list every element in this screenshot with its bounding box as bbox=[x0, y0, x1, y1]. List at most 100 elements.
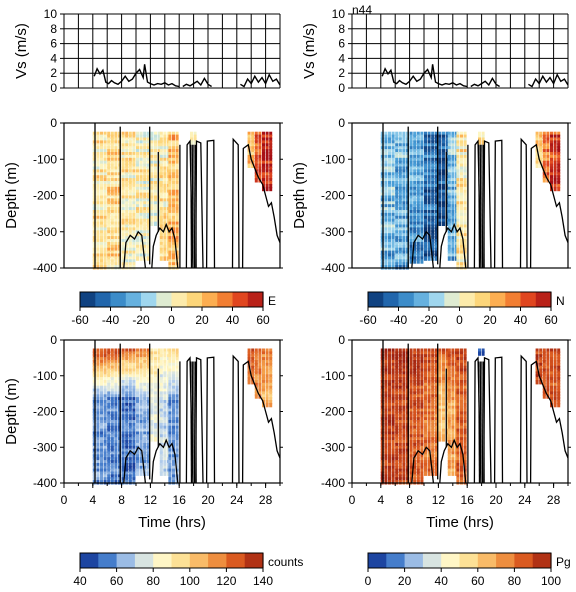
heatmap-cell bbox=[103, 143, 107, 148]
heatmap-cell bbox=[380, 247, 384, 253]
heatmap-cell bbox=[434, 440, 438, 445]
heatmap-cell bbox=[546, 140, 550, 145]
heatmap-cell bbox=[402, 160, 406, 166]
heatmap-cell bbox=[107, 465, 111, 471]
heatmap-cell bbox=[413, 172, 417, 177]
heatmap-cell bbox=[539, 143, 543, 148]
heatmap-cell bbox=[157, 417, 161, 422]
heatmap-cell bbox=[100, 468, 103, 473]
heatmap-cell bbox=[157, 394, 161, 399]
heatmap-cell bbox=[391, 428, 395, 433]
heatmap-cell bbox=[398, 460, 402, 465]
heatmap-cell bbox=[384, 377, 388, 382]
heatmap-cell bbox=[380, 236, 384, 241]
heatmap-cell bbox=[438, 405, 442, 411]
heatmap-cell bbox=[434, 400, 438, 405]
heatmap-cell bbox=[431, 377, 435, 382]
heatmap-cell bbox=[451, 360, 455, 365]
heatmap-cell bbox=[168, 465, 172, 471]
heatmap-cell bbox=[159, 198, 163, 203]
heatmap-cell bbox=[110, 460, 114, 465]
heatmap-cell bbox=[150, 210, 154, 215]
heatmap-cell bbox=[447, 175, 451, 180]
heatmap-cell bbox=[168, 377, 172, 382]
heatmap-cell bbox=[118, 244, 121, 250]
heatmap-cell bbox=[136, 256, 139, 261]
heatmap-cell bbox=[254, 172, 258, 177]
heatmap-cell bbox=[388, 411, 391, 416]
heatmap-cell bbox=[146, 465, 150, 471]
heatmap-cell bbox=[125, 218, 129, 224]
heatmap-cell bbox=[107, 140, 111, 145]
heatmap-cell bbox=[139, 402, 143, 408]
heatmap-cell bbox=[406, 140, 409, 145]
heatmap-cell bbox=[110, 221, 114, 226]
heatmap-cell bbox=[434, 382, 438, 388]
heatmap-cell bbox=[463, 357, 467, 362]
heatmap-cell bbox=[175, 207, 179, 212]
heatmap-cell bbox=[402, 253, 406, 258]
heatmap-cell bbox=[460, 204, 463, 209]
heatmap-cell bbox=[172, 212, 175, 218]
heatmap-cell bbox=[107, 368, 111, 373]
heatmap-cell bbox=[539, 157, 543, 163]
heatmap-cell bbox=[384, 166, 388, 171]
heatmap-cell bbox=[557, 160, 561, 166]
heatmap-cell bbox=[175, 417, 179, 422]
heatmap-cell bbox=[416, 195, 420, 200]
heatmap-cell bbox=[413, 175, 417, 180]
heatmap-cell bbox=[168, 169, 172, 174]
heatmap-cell bbox=[427, 362, 431, 368]
heatmap-cell bbox=[409, 160, 413, 166]
heatmap-cell bbox=[168, 411, 172, 416]
heatmap-cell bbox=[460, 382, 463, 388]
heatmap-cell bbox=[121, 405, 125, 411]
heatmap-cell bbox=[175, 233, 179, 238]
heatmap-cell bbox=[114, 411, 118, 416]
heatmap-cell bbox=[114, 420, 118, 425]
heatmap-cell bbox=[451, 385, 455, 391]
heatmap-cell bbox=[416, 374, 420, 379]
heatmap-cell bbox=[159, 420, 163, 425]
heatmap-cell bbox=[380, 354, 384, 359]
heatmap-cell bbox=[391, 362, 395, 368]
heatmap-cell bbox=[143, 457, 147, 462]
heatmap-cell bbox=[107, 201, 111, 206]
heatmap-cell bbox=[92, 382, 96, 388]
heatmap-cell bbox=[420, 420, 424, 425]
heatmap-cell bbox=[150, 420, 154, 425]
heatmap-cell bbox=[406, 143, 409, 148]
depth-ytick-label: -200 bbox=[321, 189, 345, 203]
heatmap-cell bbox=[154, 204, 157, 209]
heatmap-cell bbox=[384, 442, 388, 448]
heatmap-cell bbox=[409, 166, 413, 171]
heatmap-cell bbox=[172, 380, 175, 385]
heatmap-cell bbox=[395, 377, 399, 382]
heatmap-cell bbox=[420, 230, 424, 235]
heatmap-cell bbox=[125, 354, 129, 359]
heatmap-cell bbox=[157, 405, 161, 411]
heatmap-cell bbox=[456, 172, 460, 177]
heatmap-cell bbox=[168, 131, 172, 137]
heatmap-cell bbox=[114, 422, 118, 428]
heatmap-cell bbox=[398, 397, 402, 402]
heatmap-cell bbox=[114, 236, 118, 241]
heatmap-cell bbox=[445, 218, 449, 224]
heatmap-cell bbox=[384, 149, 388, 154]
heatmap-cell bbox=[265, 385, 269, 391]
heatmap-cell bbox=[402, 239, 406, 244]
heatmap-cell bbox=[125, 198, 129, 203]
heatmap-cell bbox=[447, 354, 451, 359]
heatmap-cell bbox=[434, 244, 438, 250]
heatmap-cell bbox=[172, 422, 175, 428]
heatmap-cell bbox=[132, 362, 136, 368]
heatmap-cell bbox=[398, 244, 402, 250]
heatmap-cell bbox=[146, 146, 150, 151]
heatmap-cell bbox=[154, 428, 157, 433]
heatmap-cell bbox=[409, 169, 413, 174]
heatmap-cell bbox=[125, 215, 129, 221]
heatmap-cell bbox=[175, 134, 179, 139]
heatmap-cell bbox=[143, 134, 147, 139]
heatmap-cell bbox=[92, 400, 96, 405]
heatmap-cell bbox=[172, 201, 175, 206]
